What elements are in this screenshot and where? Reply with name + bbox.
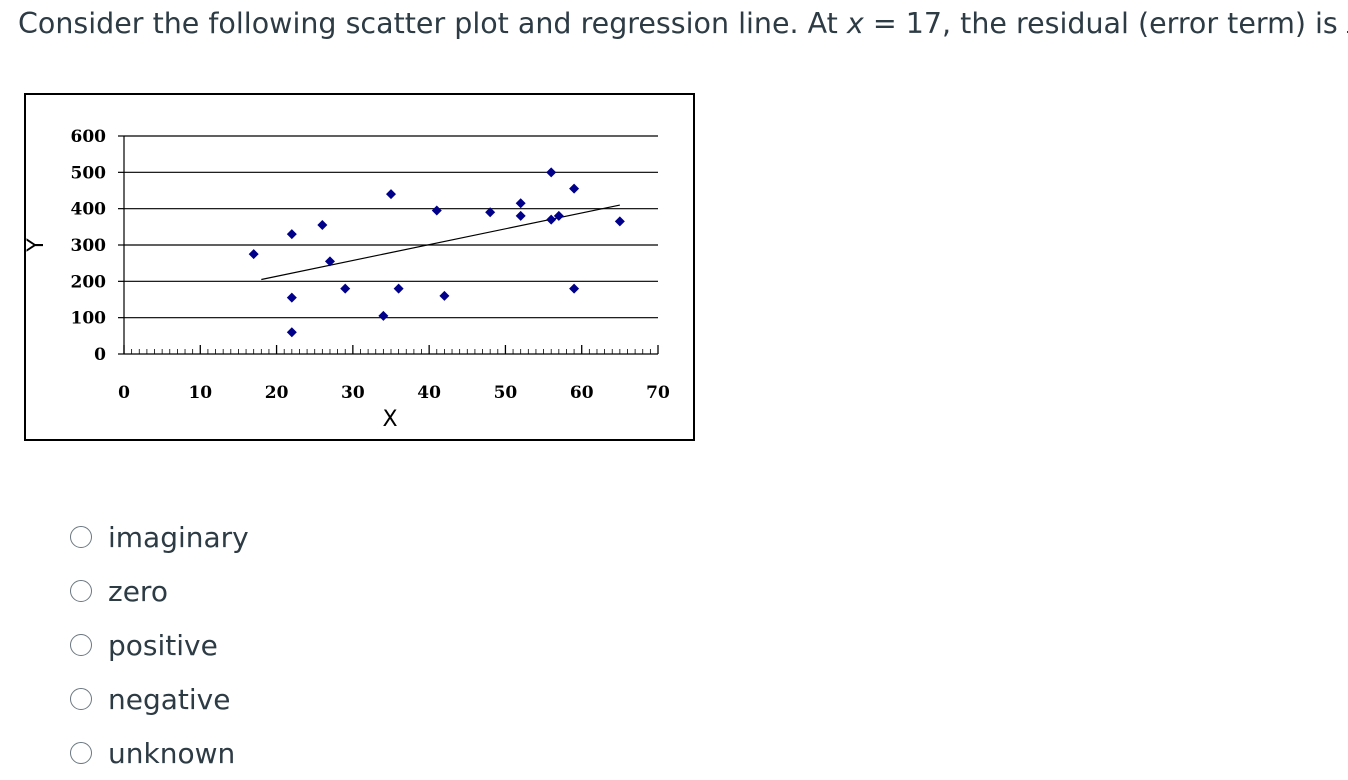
- data-point: [553, 210, 564, 221]
- y-axis-title: Y: [26, 238, 49, 253]
- data-point: [386, 189, 396, 200]
- y-tick-label: 500: [71, 163, 107, 183]
- option-label: positive: [108, 628, 218, 662]
- answer-option-negative[interactable]: negative: [68, 672, 249, 726]
- data-point: [286, 229, 297, 240]
- data-point: [340, 283, 351, 294]
- question-math-variable: x: [846, 7, 864, 40]
- option-label: negative: [108, 682, 231, 716]
- data-point: [324, 256, 335, 267]
- data-point: [569, 183, 580, 194]
- data-point: [569, 283, 580, 294]
- data-point: [546, 214, 557, 225]
- option-label: unknown: [108, 736, 236, 770]
- answer-option-positive[interactable]: positive: [68, 618, 249, 672]
- data-point: [248, 249, 259, 260]
- answer-option-zero[interactable]: zero: [68, 564, 249, 618]
- regression-line: [261, 204, 620, 281]
- x-tick-label: 50: [494, 383, 518, 403]
- answer-options: imaginary zero positive negative unknown: [68, 510, 249, 780]
- radio-button[interactable]: [70, 688, 92, 710]
- question-text: Consider the following scatter plot and …: [18, 4, 1348, 44]
- x-tick-label: 70: [646, 383, 670, 403]
- answer-blank: [1346, 9, 1348, 33]
- option-label: imaginary: [108, 520, 249, 554]
- y-tick-label: 100: [71, 309, 107, 329]
- data-point: [614, 216, 625, 227]
- radio-button[interactable]: [70, 526, 92, 548]
- y-tick-label: 600: [71, 127, 107, 147]
- data-point: [317, 220, 328, 231]
- data-point: [546, 167, 557, 178]
- data-point: [515, 210, 526, 221]
- x-tick-label: 30: [341, 383, 365, 403]
- radio-button[interactable]: [70, 634, 92, 656]
- data-point: [439, 290, 450, 301]
- data-point: [378, 310, 389, 321]
- x-tick-label: 20: [265, 383, 289, 403]
- x-tick-label: 60: [570, 383, 594, 403]
- x-axis-title: X: [382, 407, 397, 432]
- data-point: [431, 205, 442, 216]
- x-tick-label: 0: [118, 383, 130, 403]
- option-label: zero: [108, 574, 168, 608]
- question-prefix: Consider the following scatter plot and …: [18, 7, 847, 40]
- answer-option-imaginary[interactable]: imaginary: [68, 510, 249, 564]
- data-point: [393, 283, 404, 294]
- data-point: [286, 292, 297, 303]
- chart-canvas: 0 100 200 300 400 500 600 0 10 20 30 40 50 60 70 X Y: [26, 127, 670, 432]
- x-tick-label: 40: [417, 383, 441, 403]
- data-point: [286, 327, 297, 338]
- radio-button[interactable]: [70, 580, 92, 602]
- answer-option-unknown[interactable]: unknown: [68, 726, 249, 780]
- y-tick-label: 300: [71, 236, 107, 256]
- data-point: [485, 207, 496, 218]
- y-tick-label: 400: [71, 200, 107, 220]
- radio-button[interactable]: [70, 742, 92, 764]
- data-point: [515, 198, 526, 209]
- x-tick-label: 10: [188, 383, 212, 403]
- y-tick-label: 200: [71, 272, 107, 292]
- scatter-plot-chart: 0 100 200 300 400 500 600 0 10 20 30 40 50 60 70 X Y: [24, 93, 695, 441]
- question-middle: = 17, the residual (error term) is: [863, 7, 1347, 40]
- y-tick-label: 0: [94, 345, 106, 365]
